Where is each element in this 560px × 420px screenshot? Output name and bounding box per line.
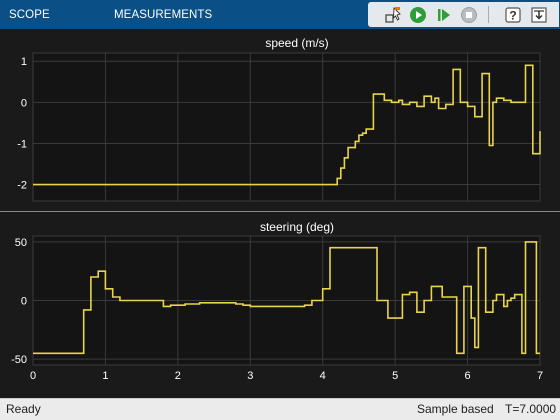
svg-text:?: ? (509, 8, 516, 22)
x-tick-label: 2 (175, 370, 181, 382)
y-tick-label: -1 (17, 138, 27, 150)
speed-trace (33, 64, 541, 186)
dock-icon[interactable] (529, 5, 548, 24)
run-icon[interactable] (408, 5, 427, 24)
speed-y-ticks: 1 0 -1 -2 (17, 56, 27, 191)
y-tick-label: 50 (15, 237, 27, 249)
step-forward-icon[interactable] (434, 5, 453, 24)
x-tick-label: 3 (247, 370, 253, 382)
status-bar: Ready Sample based T=7.0000 (0, 398, 560, 420)
x-tick-label: 7 (537, 370, 543, 382)
y-tick-label: 0 (21, 296, 27, 308)
plot-area: speed (m/s) 1 0 -1 -2 steering (deg) 50 0 -50… (0, 29, 560, 398)
stop-icon[interactable] (459, 5, 478, 24)
simulation-controls: ? (368, 2, 559, 27)
tab-scope[interactable]: SCOPE (9, 9, 50, 21)
speed-plot-panel: speed (m/s) 1 0 -1 -2 (17, 36, 541, 202)
toolbar-separator (488, 6, 489, 23)
speed-plot-title: speed (m/s) (265, 36, 328, 50)
status-ready: Ready (6, 402, 41, 416)
y-tick-label: -50 (11, 354, 27, 366)
steering-trace (33, 241, 540, 355)
x-tick-label: 4 (320, 370, 326, 382)
speed-axes (32, 52, 541, 202)
y-tick-label: 0 (21, 97, 27, 109)
status-sample-mode: Sample based (417, 402, 494, 416)
x-tick-label: 6 (465, 370, 471, 382)
steering-plot-title: steering (deg) (260, 220, 334, 234)
scope-plots: speed (m/s) 10-1-2 steering (deg) 500-50… (0, 29, 560, 398)
highlight-block-icon[interactable] (384, 5, 403, 24)
tab-measurements[interactable]: MEASUREMENTS (114, 9, 213, 21)
y-tick-label: -2 (17, 180, 27, 192)
steering-x-ticks: 0 1 2 3 4 5 6 7 (30, 370, 543, 382)
x-tick-label: 1 (102, 370, 108, 382)
x-tick-label: 0 (30, 370, 36, 382)
help-icon[interactable]: ? (503, 5, 522, 24)
x-tick-label: 5 (392, 370, 398, 382)
status-sim-time: T=7.0000 (505, 402, 557, 416)
y-tick-label: 1 (21, 56, 27, 68)
steering-y-ticks: 50 0 -50 (11, 237, 27, 366)
scope-toolbar: SCOPE MEASUREMENTS (0, 0, 560, 29)
